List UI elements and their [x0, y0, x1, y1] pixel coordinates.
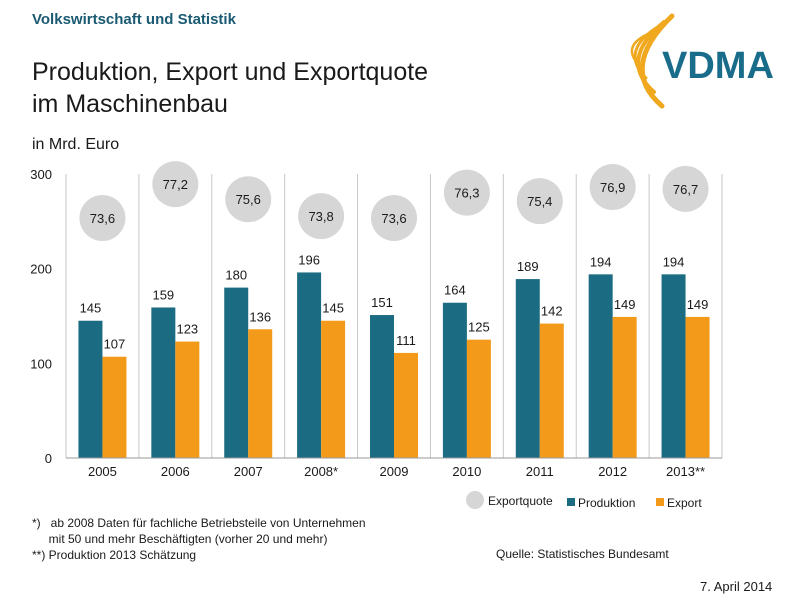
chart-grid: [65, 174, 723, 458]
chart-axes: 0 100 200 300 2005 2006 2007 2008* 2009 2010 2011 2…: [30, 167, 722, 479]
x-tick-label: 2008*: [304, 464, 338, 479]
legend-exportquote-label: Exportquote: [488, 494, 553, 508]
data-label-export: 125: [468, 320, 490, 335]
date-label: 7. April 2014: [700, 579, 773, 594]
data-label-produktion: 159: [152, 287, 174, 302]
bar-export: [539, 323, 564, 458]
exportquote-label: 77,2: [163, 177, 188, 192]
bar-produktion: [515, 279, 540, 458]
legend-produktion-label: Produktion: [578, 496, 636, 510]
data-label-produktion: 164: [444, 283, 466, 298]
data-label-export: 136: [249, 309, 271, 324]
exportquote-label: 75,4: [527, 194, 552, 209]
y-tick-label: 200: [30, 262, 52, 277]
exportquote-bubble: [516, 178, 563, 225]
bar-export: [175, 341, 200, 458]
bar-produktion: [588, 274, 613, 458]
data-label-export: 142: [541, 304, 563, 319]
section-label: Volkswirtschaft und Statistik: [32, 11, 236, 28]
title-line-2: im Maschinenbau: [32, 90, 228, 118]
x-tick-label: 2007: [234, 464, 263, 479]
source-note: Quelle: Statistisches Bundesamt: [496, 547, 669, 561]
exportquote-bubble: [662, 165, 709, 212]
bar-export: [612, 316, 637, 458]
exportquote-bubble: [225, 176, 272, 223]
exportquote-bubble: [79, 195, 126, 241]
data-label-export: 145: [322, 301, 344, 316]
data-label-produktion: 145: [80, 301, 102, 316]
data-label-produktion: 194: [663, 254, 685, 269]
exportquote-label: 76,3: [454, 186, 479, 201]
bar-produktion: [151, 307, 176, 458]
x-tick-label: 2013**: [666, 464, 705, 479]
data-label-export: 123: [176, 322, 198, 337]
legend-exportquote-swatch: [466, 491, 484, 509]
bar-produktion: [224, 287, 249, 458]
bar-produktion: [297, 272, 322, 458]
data-label-produktion: 180: [225, 268, 247, 283]
exportquote-bubble: [443, 169, 490, 216]
legend-export-swatch: [656, 498, 664, 506]
legend-marks: [466, 491, 664, 509]
data-label-export: 107: [104, 337, 126, 352]
exportquote-bubble: [589, 163, 636, 210]
exportquote-label: 73,8: [308, 209, 333, 224]
bar-produktion: [442, 302, 467, 458]
footnote-1: *) ab 2008 Daten für fachliche Betriebst…: [32, 516, 366, 530]
chart-bars: [78, 272, 710, 458]
logo-arcs-icon: [630, 13, 675, 109]
exportquote-bubbles: [79, 161, 709, 241]
bar-produktion: [78, 320, 103, 458]
bar-produktion: [370, 315, 394, 458]
data-label-export: 149: [614, 297, 636, 312]
logo-text: VDMA: [662, 45, 774, 87]
x-tick-label: 2012: [598, 464, 627, 479]
legend-export-label: Export: [667, 496, 702, 510]
x-tick-label: 2005: [88, 464, 117, 479]
bar-export: [466, 339, 491, 458]
bar-produktion: [661, 274, 686, 458]
legend-produktion-swatch: [567, 498, 575, 506]
data-label-produktion: 196: [298, 252, 320, 267]
y-tick-label: 100: [30, 356, 52, 371]
footnote-2: mit 50 und mehr Beschäftigten (vorher 20…: [32, 532, 328, 546]
bar-export: [102, 356, 127, 458]
vdma-logo: VDMA: [630, 13, 774, 109]
bar-export: [685, 316, 710, 458]
bar-export: [394, 352, 418, 458]
x-tick-label: 2009: [380, 464, 409, 479]
data-label-produktion: 194: [590, 254, 612, 269]
exportquote-bubble: [371, 195, 417, 241]
exportquote-label: 73,6: [90, 211, 115, 226]
data-label-produktion: 151: [371, 295, 393, 310]
exportquote-label: 76,9: [600, 180, 625, 195]
exportquote-bubble: [152, 161, 199, 208]
x-tick-label: 2010: [452, 464, 481, 479]
exportquote-bubble: [298, 193, 345, 240]
footnote-3: **) Produktion 2013 Schätzung: [32, 548, 197, 562]
title-line-1: Produktion, Export und Exportquote: [32, 58, 429, 86]
x-tick-label: 2006: [161, 464, 190, 479]
chart-data-labels: 73,6 145 107 77,2 159 123 75,6 180 136 73,8 196 145…: [80, 177, 709, 352]
exportquote-label: 75,6: [236, 192, 261, 207]
y-tick-label: 300: [30, 167, 52, 182]
data-label-export: 111: [396, 333, 416, 348]
x-tick-label: 2011: [526, 464, 554, 479]
exportquote-label: 73,6: [381, 211, 406, 226]
bar-export: [248, 329, 273, 458]
unit-label: in Mrd. Euro: [32, 136, 120, 153]
data-label-produktion: 189: [517, 259, 539, 274]
bar-export: [321, 320, 346, 458]
page-title: Produktion, Export und Exportquote im Ma…: [32, 56, 428, 120]
data-label-export: 149: [687, 297, 709, 312]
exportquote-label: 76,7: [673, 182, 698, 197]
y-tick-label: 0: [45, 451, 52, 466]
